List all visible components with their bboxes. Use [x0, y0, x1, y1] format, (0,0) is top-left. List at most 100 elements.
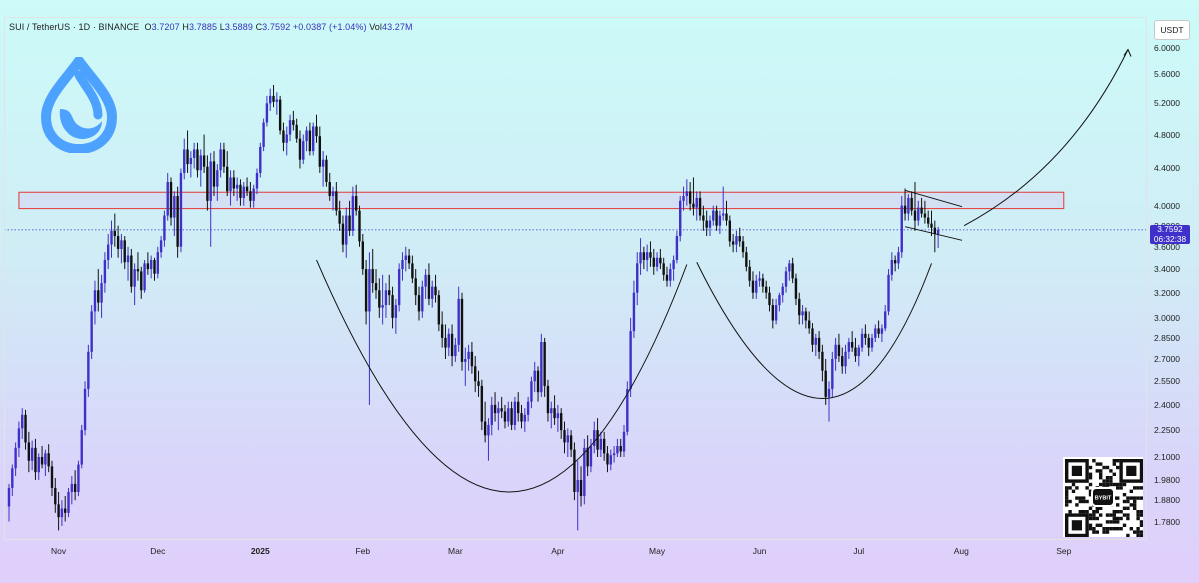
candle-body [540, 342, 543, 393]
candle-body [867, 337, 870, 348]
candle-body [639, 252, 642, 264]
candle-body [930, 223, 933, 228]
qr-module [1139, 510, 1144, 514]
candle-body [335, 191, 338, 211]
qr-module [1071, 482, 1076, 487]
qr-module [1095, 469, 1099, 473]
qr-module [1129, 496, 1133, 500]
y-tick-label: 5.6000 [1154, 69, 1180, 80]
candle-body [910, 197, 913, 211]
y-tick-label: 2.5500 [1154, 376, 1180, 387]
candle-body [364, 269, 368, 312]
candle-body [493, 404, 497, 414]
candle-body [642, 252, 646, 260]
candle-body [153, 259, 156, 274]
x-tick-label: Mar [448, 546, 463, 556]
qr-module [1088, 465, 1093, 470]
volume-value: 43.27M [382, 22, 413, 32]
candle-body [874, 328, 877, 338]
candle-body [645, 252, 649, 260]
x-tick-label: Apr [551, 546, 565, 556]
qr-module [1133, 499, 1137, 504]
qr-module [1105, 479, 1110, 483]
candle-body [884, 311, 887, 329]
currency-selector[interactable]: USDT [1154, 20, 1190, 40]
candle-body [692, 203, 695, 208]
qr-module [1116, 496, 1120, 500]
candle-body [64, 508, 67, 513]
candle-body [841, 356, 844, 367]
candle-body [897, 252, 900, 264]
candle-body [202, 155, 206, 167]
candle-body [358, 210, 361, 242]
candle-body [708, 220, 712, 228]
candle-body [801, 311, 804, 316]
candle-body [328, 182, 331, 197]
candle-body [649, 252, 652, 258]
candle-body [130, 255, 133, 287]
candle-body [619, 446, 622, 452]
candle-body [437, 295, 441, 325]
candle-body [844, 351, 847, 367]
candle-body [804, 311, 808, 321]
qr-module [1119, 516, 1123, 521]
y-tick-label: 3.0000 [1154, 312, 1180, 323]
qr-module [1068, 510, 1072, 514]
candle-body [722, 213, 725, 216]
candle-body [374, 283, 378, 291]
qr-module [1136, 513, 1140, 517]
candle-body [629, 331, 632, 389]
candle-body [146, 263, 150, 270]
candle-body [67, 491, 70, 513]
qr-module [1126, 506, 1130, 510]
candle-body [285, 134, 288, 143]
candle-body [718, 215, 722, 226]
qr-module [1065, 496, 1069, 500]
candle-body [450, 333, 454, 357]
qr-module [1065, 486, 1069, 490]
qr-module [1116, 520, 1120, 524]
candle-body [351, 196, 355, 231]
candle-body [100, 283, 103, 303]
candle-body [348, 215, 351, 231]
qr-module [1095, 530, 1099, 534]
qr-module [1112, 510, 1116, 514]
qr-module [1119, 486, 1123, 490]
qr-module [1129, 489, 1133, 493]
qr-module [1088, 489, 1093, 493]
candle-body [907, 197, 910, 214]
candle-body [467, 351, 470, 359]
candle-body [232, 177, 236, 189]
candle-body [57, 504, 60, 518]
candle-body [77, 464, 80, 492]
qr-module [1085, 499, 1089, 504]
qr-module [1099, 506, 1103, 510]
low-value: 3.5889 [224, 22, 253, 32]
qr-module [1109, 520, 1113, 524]
x-tick-label: Aug [953, 546, 969, 556]
qr-module [1092, 530, 1096, 534]
candle-body [212, 161, 216, 187]
candle-body [288, 120, 292, 135]
symbol-header: SUI / TetherUS · 1D · BINANCE O3.7207 H3… [9, 22, 413, 32]
candle-body [110, 230, 113, 245]
qr-module [1075, 486, 1079, 490]
candle-body [612, 453, 616, 456]
candle-body [847, 342, 851, 352]
qr-module [1082, 499, 1086, 504]
qr-module [1122, 523, 1127, 527]
candle-body [497, 408, 500, 414]
pennant-lower-line [904, 226, 963, 241]
qr-module [1088, 523, 1093, 527]
candle-body [893, 259, 897, 264]
candle-body [712, 210, 715, 221]
qr-module [1112, 472, 1116, 476]
x-tick-label: Nov [51, 546, 67, 556]
candle-body [166, 182, 169, 216]
candle-body [864, 333, 867, 338]
candle-body [920, 207, 923, 214]
qr-module [1139, 533, 1144, 538]
candle-body [887, 274, 890, 312]
candle-body [764, 286, 768, 293]
